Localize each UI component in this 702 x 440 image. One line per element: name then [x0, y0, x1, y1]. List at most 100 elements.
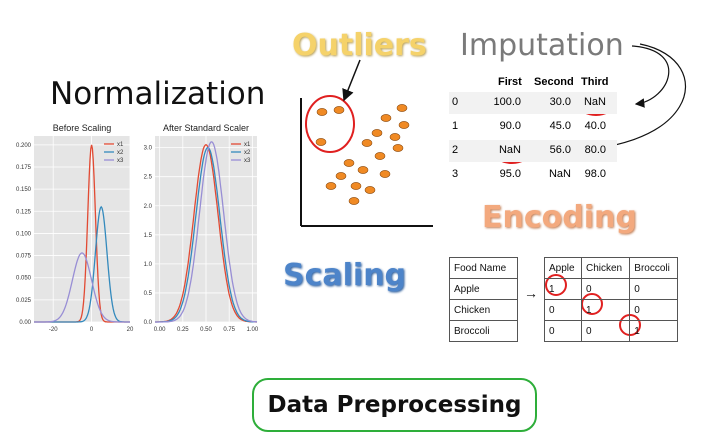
onehot-cell: 0 — [629, 278, 678, 300]
y-tick-label: 0.175 — [16, 165, 32, 171]
encoding-title: Encoding — [482, 200, 637, 235]
imp-row-index: 0 — [452, 96, 459, 108]
y-tick-label: 0.125 — [16, 209, 32, 215]
imp-cell: NaN — [548, 168, 571, 180]
y-tick-label: 0.00 — [19, 320, 31, 326]
onehot-cell: 0 — [580, 320, 631, 342]
imp-cell: 98.0 — [584, 168, 606, 180]
x-tick-label: 0.00 — [154, 327, 166, 333]
legend-label: x3 — [117, 158, 124, 164]
onehot-cell: 0 — [544, 320, 582, 342]
series-line-x1 — [155, 143, 257, 323]
scatter-point — [389, 133, 401, 141]
y-tick-label: 0.050 — [16, 276, 32, 282]
legend-label: x1 — [117, 142, 124, 148]
onehot-header-apple: Apple — [544, 257, 582, 279]
x-tick-label: 1.00 — [247, 327, 259, 333]
scatter-point — [335, 172, 347, 180]
onehot-cell: 1 — [629, 320, 678, 342]
scatter-point — [343, 159, 355, 167]
imputation-title: Imputation — [460, 28, 624, 63]
food-header: Food Name — [449, 257, 518, 279]
imp-cell: 45.0 — [549, 120, 571, 132]
x-tick-label: 0.50 — [200, 327, 212, 333]
y-tick-label: 1.5 — [144, 233, 153, 239]
food-apple: Apple — [449, 278, 518, 300]
onehot-cell: 1 — [580, 299, 631, 321]
imp-row-shade-0 — [449, 92, 617, 114]
y-tick-label: 0.100 — [16, 231, 32, 237]
imp-cell: NaN — [583, 96, 606, 108]
y-tick-label: 0.0 — [144, 320, 153, 326]
scatter-point — [379, 170, 391, 178]
imp-cell: 100.0 — [493, 96, 521, 108]
legend-label: x2 — [117, 150, 124, 156]
scaling-title: Scaling — [283, 258, 407, 293]
food-name-table: Food Name Apple Chicken Broccoli — [449, 257, 518, 342]
scatter-point — [380, 114, 392, 122]
x-tick-label: 20 — [127, 327, 134, 333]
scatter-point — [398, 121, 410, 129]
imp-cell: 90.0 — [499, 120, 521, 132]
legend-label: x1 — [244, 142, 251, 148]
imp-header-third: Third — [581, 76, 609, 88]
y-tick-label: 0.200 — [16, 143, 32, 149]
y-tick-label: 1.0 — [144, 262, 153, 268]
scatter-point — [357, 166, 369, 174]
scatter-point — [316, 108, 328, 116]
scatter-point — [361, 139, 373, 147]
imp-cell: 40.0 — [584, 120, 606, 132]
food-chicken: Chicken — [449, 299, 518, 321]
outliers-scatter — [300, 59, 433, 227]
x-tick-label: 0.75 — [223, 327, 235, 333]
data-preprocessing-box: Data Preprocessing — [252, 378, 537, 432]
before-scaling-chart: Before Scaling 0.00 0.025 0.050 0.075 0.100 0… — [16, 123, 134, 333]
onehot-header-broccoli: Broccoli — [629, 257, 678, 279]
y-tick-label: 0.025 — [16, 298, 32, 304]
normalization-title: Normalization — [50, 76, 266, 112]
scatter-point — [364, 186, 376, 194]
scatter-point — [348, 197, 360, 205]
imp-row-index: 2 — [452, 144, 459, 156]
onehot-cell: 0 — [629, 299, 678, 321]
imp-cell: 30.0 — [549, 96, 571, 108]
chart1-plot-area — [34, 136, 130, 322]
imputation-arrow-1 — [631, 45, 670, 108]
series-line-x2 — [155, 146, 258, 323]
outlier-pointer-arrow — [342, 59, 361, 102]
series-line-x3 — [155, 141, 258, 323]
data-preprocessing-label: Data Preprocessing — [267, 392, 522, 418]
onehot-cell: 0 — [580, 278, 631, 300]
outliers-title: Outliers — [292, 28, 427, 63]
scatter-point — [333, 106, 345, 114]
imp-cell: 95.0 — [499, 168, 521, 180]
imp-header-second: Second — [534, 76, 574, 88]
scatter-point — [315, 138, 327, 146]
imp-cell: 56.0 — [549, 144, 571, 156]
encoding-arrow: → — [524, 285, 538, 301]
x-tick-label: 0.25 — [177, 327, 189, 333]
after-scaling-chart: After Standard Scaler 0.0 0.5 1.0 1.5 2.0 2.5… — [144, 123, 259, 333]
x-tick-label: -20 — [49, 327, 58, 333]
onehot-cell: 0 — [544, 299, 582, 321]
onehot-table: Apple Chicken Broccoli 1 0 0 0 1 0 0 0 1 — [544, 257, 678, 342]
y-tick-label: 2.5 — [144, 175, 153, 181]
outlier-circle — [305, 95, 355, 153]
y-tick-label: 3.0 — [144, 146, 153, 152]
imp-header-first: First — [498, 76, 522, 88]
imp-row-index: 3 — [452, 168, 459, 180]
legend-label: x2 — [244, 150, 251, 156]
chart2-title: After Standard Scaler — [163, 123, 249, 133]
scatter-point — [396, 104, 408, 112]
imp-cell: NaN — [498, 144, 521, 156]
scatter-point — [350, 182, 362, 190]
onehot-header-chicken: Chicken — [580, 257, 631, 279]
y-tick-label: 2.0 — [144, 204, 153, 210]
legend-label: x3 — [244, 158, 251, 164]
y-tick-label: 0.5 — [144, 291, 153, 297]
scatter-point — [325, 182, 337, 190]
onehot-cell: 1 — [544, 278, 582, 300]
series-line-x3 — [34, 252, 130, 323]
scatter-point — [374, 152, 386, 160]
